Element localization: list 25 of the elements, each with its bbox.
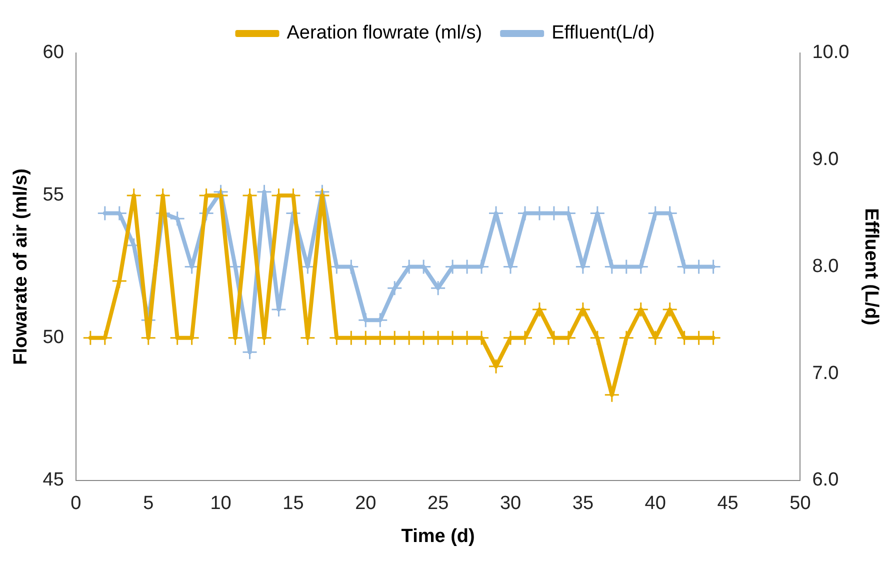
y-tick-label: 45 (42, 470, 64, 491)
y2-axis-title: Effluent (L/d) (860, 208, 882, 326)
x-tick-label: 20 (355, 493, 376, 514)
x-tick-label: 45 (717, 493, 738, 514)
y2-tick-label: 7.0 (812, 362, 839, 384)
x-tick-label: 10 (210, 493, 232, 514)
y-tick-label: 60 (42, 42, 64, 64)
x-tick-label: 40 (644, 493, 666, 514)
x-axis-title: Time (d) (401, 526, 475, 547)
y-tick-label: 55 (42, 184, 64, 206)
x-tick-label: 35 (572, 493, 594, 514)
x-tick-label: 25 (428, 493, 449, 514)
x-tick-label: 50 (790, 493, 811, 514)
y-axis-title: Flowarate of air (ml/s) (10, 168, 32, 365)
y2-tick-label: 9.0 (812, 149, 839, 170)
x-tick-label: 30 (500, 493, 522, 514)
y2-tick-label: 10.0 (812, 42, 850, 64)
x-tick-label: 15 (282, 493, 304, 514)
y2-tick-label: 6.0 (812, 470, 839, 491)
y2-tick-label: 8.0 (812, 256, 839, 277)
legend-label: Effluent(L/d) (552, 22, 655, 44)
x-tick-label: 0 (70, 493, 82, 514)
x-tick-label: 5 (143, 493, 154, 514)
legend-label: Aeration flowrate (ml/s) (286, 22, 482, 44)
y-tick-label: 50 (42, 327, 64, 348)
